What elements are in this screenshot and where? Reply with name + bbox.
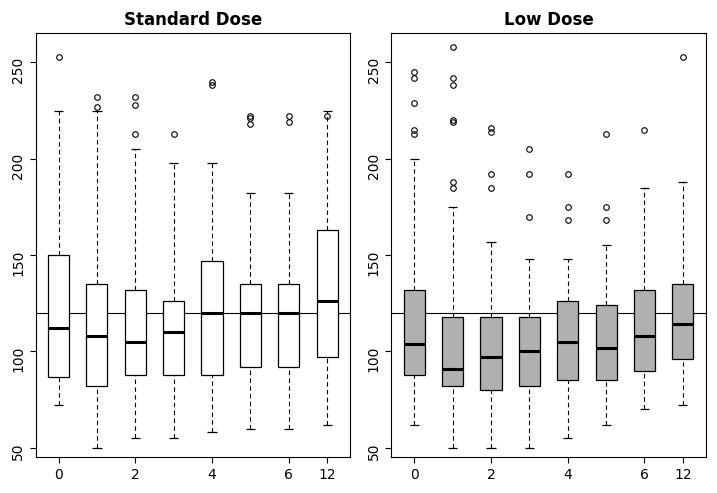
Title: Low Dose: Low Dose — [504, 11, 594, 29]
Bar — [519, 317, 540, 386]
Bar — [163, 301, 184, 375]
Bar — [201, 261, 222, 375]
Bar — [673, 284, 693, 359]
Bar — [125, 290, 146, 375]
Bar — [442, 317, 463, 386]
Bar — [278, 284, 299, 367]
Bar — [596, 305, 617, 381]
Bar — [404, 290, 425, 375]
Bar — [240, 284, 261, 367]
Bar — [317, 230, 338, 357]
Bar — [557, 301, 579, 381]
Title: Standard Dose: Standard Dose — [124, 11, 262, 29]
Bar — [86, 284, 108, 386]
Bar — [634, 290, 655, 371]
Bar — [480, 317, 502, 390]
Bar — [48, 255, 69, 377]
